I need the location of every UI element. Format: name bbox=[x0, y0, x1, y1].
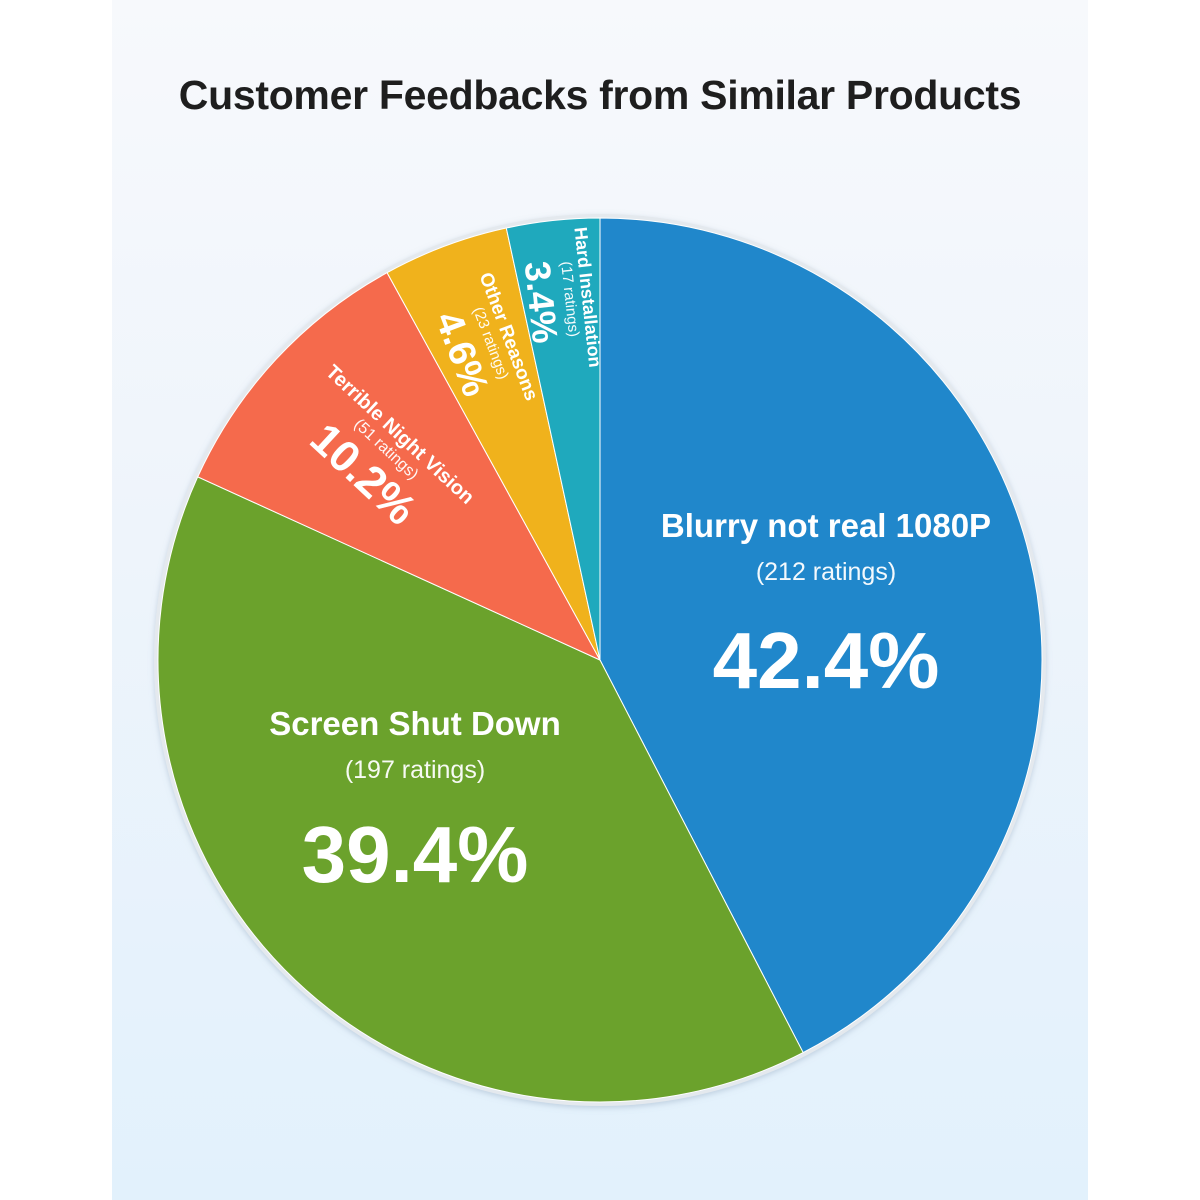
slice-percent-hard-installation: 3.4% bbox=[517, 259, 567, 345]
slice-label-screen-shut-down: Screen Shut Down bbox=[269, 705, 561, 742]
slice-ratings-blurry-not-real-1080p: (212 ratings) bbox=[756, 558, 896, 586]
chart-title: Customer Feedbacks from Similar Products bbox=[178, 72, 1022, 118]
pie-slice-screen-shut-down bbox=[157, 476, 804, 1103]
slice-label-blurry-not-real-1080p: Blurry not real 1080P bbox=[661, 507, 991, 544]
slice-percent-blurry-not-real-1080p: 42.4% bbox=[713, 616, 940, 705]
slice-percent-screen-shut-down: 39.4% bbox=[302, 810, 529, 899]
pie-slice-hard-installation bbox=[505, 217, 601, 661]
slice-ratings-screen-shut-down: (197 ratings) bbox=[345, 756, 485, 784]
pie-slice-terrible-night-vision bbox=[197, 271, 602, 662]
pie-slice-blurry-not-real-1080p bbox=[599, 217, 1043, 1054]
